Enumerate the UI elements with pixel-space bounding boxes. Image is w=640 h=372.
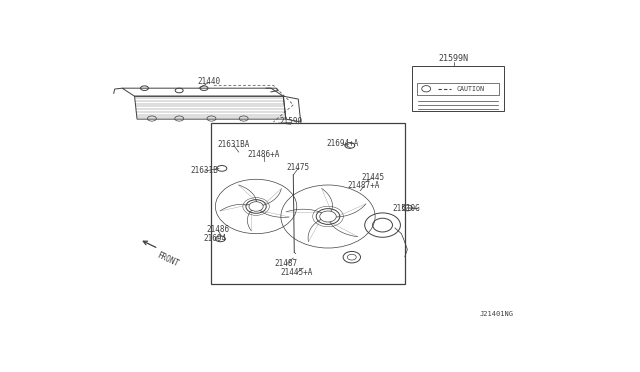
Text: 21445+A: 21445+A [280, 268, 313, 277]
Text: 21475: 21475 [287, 163, 310, 172]
Text: 21694+A: 21694+A [326, 139, 359, 148]
Text: 21487+A: 21487+A [348, 182, 380, 190]
Text: 21487: 21487 [275, 259, 298, 268]
Bar [412, 66, 504, 110]
Text: 21440: 21440 [197, 77, 221, 86]
Text: 21599N: 21599N [438, 54, 468, 62]
Text: 21486+A: 21486+A [247, 150, 280, 158]
Bar [417, 83, 499, 95]
Text: 21510G: 21510G [392, 204, 420, 213]
Text: 21694: 21694 [204, 234, 227, 243]
Text: 21631BA: 21631BA [218, 140, 250, 150]
Text: FRONT: FRONT [155, 251, 180, 269]
Bar [211, 124, 405, 284]
Text: CAUTION: CAUTION [457, 86, 485, 92]
Text: 21445: 21445 [361, 173, 384, 182]
Text: 21486: 21486 [206, 225, 230, 234]
Text: J21401NG: J21401NG [479, 311, 514, 317]
Text: 21631B: 21631B [190, 166, 218, 175]
Text: 21590: 21590 [279, 118, 302, 126]
